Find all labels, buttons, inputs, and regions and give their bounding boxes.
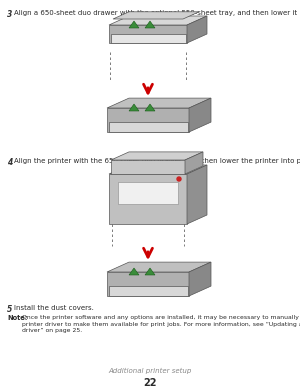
Polygon shape	[187, 16, 207, 43]
Polygon shape	[145, 104, 155, 111]
Text: Install the dust covers.: Install the dust covers.	[14, 305, 94, 311]
Polygon shape	[145, 21, 155, 28]
Polygon shape	[109, 174, 187, 224]
Polygon shape	[185, 152, 203, 174]
Polygon shape	[109, 122, 188, 132]
Text: Align the printer with the 650-sheet duo drawer, and then lower the printer into: Align the printer with the 650-sheet duo…	[14, 158, 300, 164]
Circle shape	[177, 177, 181, 181]
Polygon shape	[107, 262, 211, 272]
Polygon shape	[107, 98, 211, 108]
Polygon shape	[109, 16, 207, 25]
Bar	[118, 182, 178, 204]
Polygon shape	[189, 262, 211, 296]
Polygon shape	[187, 165, 207, 224]
Polygon shape	[111, 152, 203, 160]
Text: Align a 650-sheet duo drawer with the optional 550-sheet tray, and then lower it: Align a 650-sheet duo drawer with the op…	[14, 10, 300, 16]
Text: Note:: Note:	[7, 315, 28, 321]
Polygon shape	[129, 268, 139, 275]
Polygon shape	[111, 34, 186, 43]
Polygon shape	[113, 12, 199, 19]
Polygon shape	[109, 25, 187, 43]
Polygon shape	[189, 98, 211, 132]
Text: 3: 3	[7, 10, 12, 19]
Polygon shape	[129, 21, 139, 28]
Polygon shape	[107, 272, 189, 296]
Polygon shape	[109, 165, 207, 174]
Text: 4: 4	[7, 158, 12, 167]
Polygon shape	[145, 268, 155, 275]
Polygon shape	[109, 286, 188, 296]
Text: Once the printer software and any options are installed, it may be necessary to : Once the printer software and any option…	[22, 315, 300, 333]
Text: 22: 22	[143, 378, 157, 388]
Text: Additional printer setup: Additional printer setup	[108, 368, 192, 374]
Polygon shape	[107, 108, 189, 132]
Text: 5: 5	[7, 305, 12, 314]
Polygon shape	[111, 160, 185, 174]
Polygon shape	[129, 104, 139, 111]
